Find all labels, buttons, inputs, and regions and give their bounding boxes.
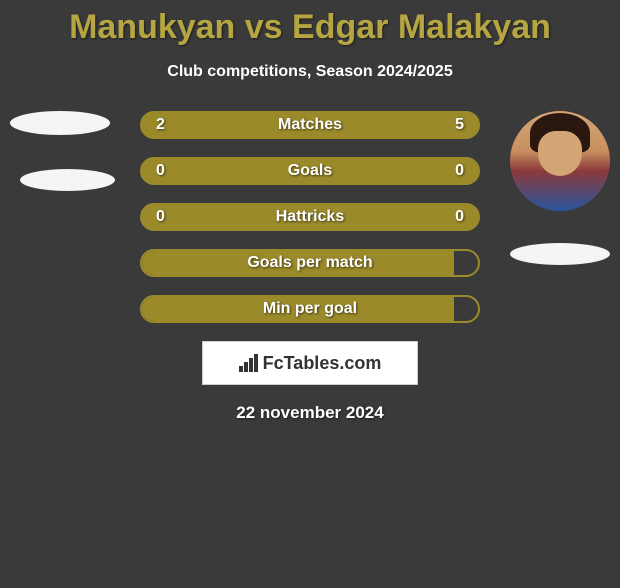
comparison-area: 2Matches50Goals00Hattricks0Goals per mat… [10, 111, 610, 323]
logo-text: FcTables.com [263, 353, 382, 374]
stat-bar: 0Goals0 [140, 157, 480, 185]
stat-value-right: 5 [455, 116, 464, 134]
logo-box: FcTables.com [202, 341, 418, 385]
stat-value-right: 0 [455, 162, 464, 180]
player-right-avatar [510, 111, 610, 211]
page-title: Manukyan vs Edgar Malakyan [10, 8, 610, 47]
player-left-name-placeholder [20, 169, 115, 191]
stat-bar: Min per goal [140, 295, 480, 323]
stat-label: Matches [142, 116, 478, 134]
stat-label: Goals per match [142, 254, 478, 272]
stat-value-right: 0 [455, 208, 464, 226]
chart-icon [239, 354, 259, 372]
date-text: 22 november 2024 [10, 403, 610, 423]
player-right-column [510, 111, 610, 265]
stats-bars: 2Matches50Goals00Hattricks0Goals per mat… [140, 111, 480, 323]
stat-label: Goals [142, 162, 478, 180]
player-left-column [10, 111, 115, 191]
stat-bar: 0Hattricks0 [140, 203, 480, 231]
player-right-name-placeholder [510, 243, 610, 265]
stat-label: Hattricks [142, 208, 478, 226]
stat-bar: Goals per match [140, 249, 480, 277]
player-left-avatar-placeholder [10, 111, 110, 135]
subtitle: Club competitions, Season 2024/2025 [10, 63, 610, 81]
stat-bar: 2Matches5 [140, 111, 480, 139]
stat-label: Min per goal [142, 300, 478, 318]
